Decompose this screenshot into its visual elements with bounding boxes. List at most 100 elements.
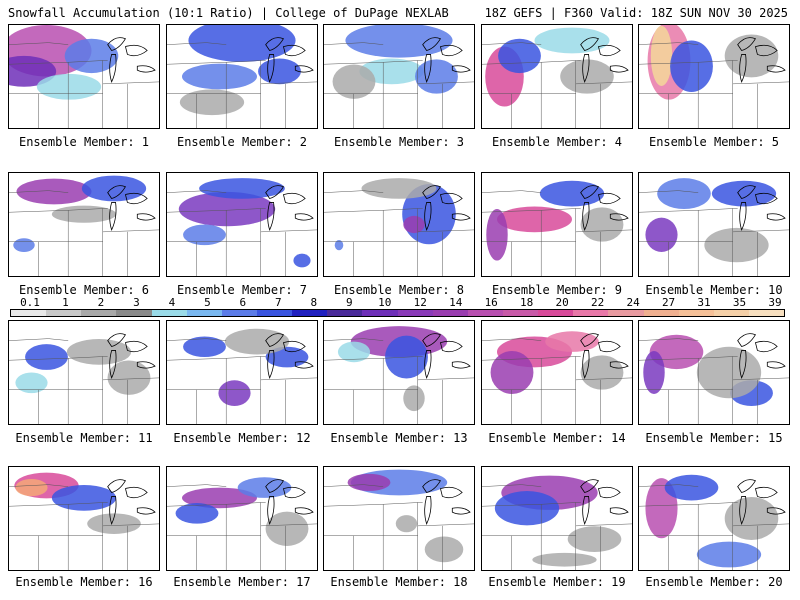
ensemble-map-19	[481, 466, 633, 571]
lake-outline	[439, 340, 463, 353]
snow-area	[182, 63, 257, 90]
state-border	[732, 81, 789, 85]
ensemble-map-4	[481, 24, 633, 129]
lake-outline	[580, 37, 600, 51]
lake-outline	[109, 202, 117, 231]
ensemble-member-label: Ensemble Member: 18	[330, 575, 468, 589]
lake-outline	[267, 496, 275, 525]
state-border	[639, 358, 699, 424]
lake-outline	[737, 185, 757, 199]
colorbar-swatch	[11, 310, 47, 316]
colorbar-swatch	[362, 310, 398, 316]
ensemble-map-18	[323, 466, 475, 571]
state-border	[102, 523, 159, 527]
ensemble-map-16	[8, 466, 160, 571]
snow-area	[224, 328, 290, 355]
state-border	[324, 42, 384, 45]
snow-area	[334, 239, 344, 251]
lake-outline	[107, 479, 127, 493]
ensemble-map-5	[638, 24, 790, 129]
colorbar-swatch	[292, 310, 328, 316]
ensemble-member-label: Ensemble Member: 15	[645, 431, 783, 445]
snow-area	[81, 175, 147, 202]
snow-area	[265, 511, 309, 546]
state-border	[9, 338, 69, 341]
colorbar-tick-label: 6	[239, 296, 247, 309]
ensemble-map-13	[323, 320, 475, 425]
snow-area	[497, 206, 572, 233]
lake-outline	[424, 54, 432, 83]
state-border	[575, 523, 632, 527]
lake-outline	[439, 44, 463, 57]
lake-outline	[451, 507, 471, 515]
lake-outline	[267, 350, 275, 379]
ensemble-map-20	[638, 466, 790, 571]
snow-area	[25, 344, 68, 370]
colorbar-swatch	[256, 310, 293, 316]
state-border	[732, 377, 789, 381]
colorbar-swatch	[397, 310, 433, 316]
state-border	[383, 356, 423, 359]
state-border	[167, 484, 227, 487]
lake-outline	[766, 507, 786, 515]
lake-outline	[282, 192, 306, 205]
snow-area	[403, 215, 425, 234]
ensemble-map-11	[8, 320, 160, 425]
ensemble-map-6	[8, 172, 160, 277]
ensemble-member-label: Ensemble Member: 2	[176, 135, 308, 149]
colorbar-tick-label: 24	[626, 296, 640, 309]
colorbar-swatch	[538, 310, 574, 316]
ensemble-member-label: Ensemble Member: 5	[648, 135, 780, 149]
ensemble-map-17	[166, 466, 318, 571]
state-border	[698, 208, 738, 211]
lake-outline	[124, 44, 148, 57]
snow-area	[704, 227, 769, 263]
state-border	[482, 210, 542, 276]
snowfall-map	[324, 25, 474, 128]
lake-outline	[451, 361, 471, 369]
snow-area	[580, 207, 624, 242]
colorbar-tick-label: 1	[62, 296, 69, 309]
state-border	[383, 208, 423, 211]
state-border	[639, 190, 699, 193]
state-border	[68, 502, 108, 505]
state-border	[639, 42, 699, 45]
lake-outline	[294, 65, 314, 73]
state-border	[541, 208, 581, 211]
state-border	[575, 229, 632, 233]
state-border	[9, 190, 69, 193]
colorbar-tick-label: 18	[520, 296, 534, 309]
snow-area	[498, 38, 541, 74]
state-border	[167, 190, 227, 193]
lake-outline	[597, 486, 621, 499]
colorbar-swatch	[151, 310, 187, 316]
lake-outline	[580, 185, 600, 199]
snow-area	[486, 209, 508, 261]
lake-outline	[124, 340, 148, 353]
snow-area	[424, 536, 464, 563]
state-border	[417, 81, 474, 85]
lake-outline	[609, 361, 629, 369]
lake-outline	[109, 350, 117, 379]
lake-outline	[124, 486, 148, 499]
lake-outline	[422, 37, 442, 51]
snow-area	[403, 385, 425, 412]
colorbar-tick-label: 35	[732, 296, 747, 309]
colorbar-tick-label: 7	[275, 296, 282, 309]
state-border	[639, 484, 699, 487]
lake-outline	[282, 44, 306, 57]
state-border	[482, 358, 542, 424]
ensemble-member-label: Ensemble Member: 4	[491, 135, 623, 149]
lake-outline	[609, 507, 629, 515]
snowfall-map	[482, 321, 632, 424]
lake-outline	[739, 496, 747, 525]
colorbar-tick-label: 39	[768, 296, 782, 309]
colorbar-swatch	[573, 310, 609, 316]
snow-area	[664, 474, 719, 501]
lake-outline	[107, 333, 127, 347]
ensemble-map-14	[481, 320, 633, 425]
state-border	[383, 502, 423, 505]
state-border	[482, 338, 542, 341]
snow-area	[183, 336, 226, 358]
colorbar-swatch	[713, 310, 749, 316]
